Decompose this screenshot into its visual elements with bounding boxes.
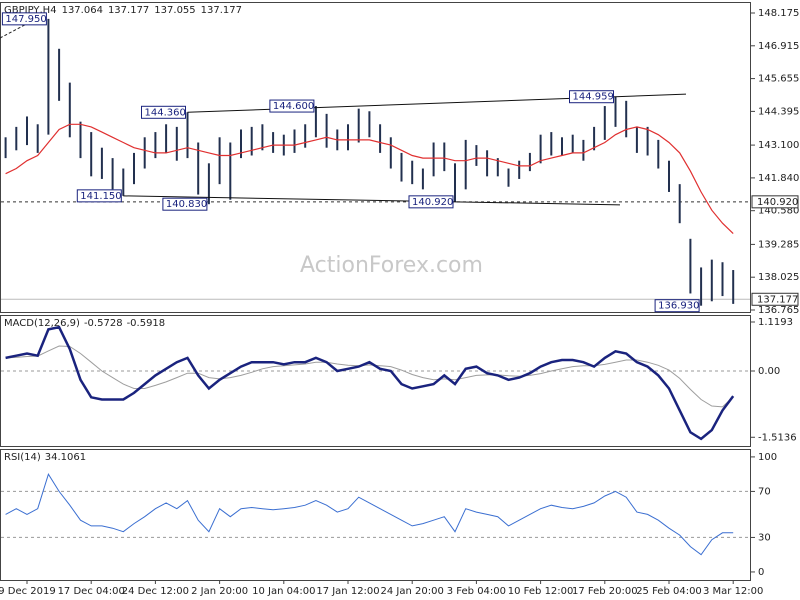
level-box <box>751 195 799 209</box>
macd-title: MACD(12,26,9) -0.5728 -0.5918 <box>4 318 165 329</box>
y-tick-label: 0.00 <box>758 366 780 377</box>
watermark: ActionForex.com <box>300 253 483 278</box>
title-value: 34.1061 <box>45 452 86 463</box>
annotation-box <box>1 12 47 26</box>
y-tick-label: 144.395 <box>758 106 799 117</box>
annotation-box <box>569 90 614 104</box>
y-tick-label: 139.285 <box>758 239 799 250</box>
y-tick-label: 148.175 <box>758 8 799 19</box>
rsi-panel <box>0 449 751 581</box>
x-tick-label: 2 Jan 20:00 <box>191 586 248 597</box>
ohlc-value: 137.177 <box>108 5 149 16</box>
last-box <box>751 292 799 306</box>
moving-average <box>5 123 734 235</box>
macd-line <box>5 325 735 441</box>
annotation-box <box>408 195 454 209</box>
y-tick-label: -1.5136 <box>758 432 797 443</box>
annotation-label: 141.150 <box>80 191 121 202</box>
annotation-box <box>76 189 122 203</box>
y-tick-label: 136.765 <box>758 305 799 316</box>
y-tick-label: 140.580 <box>758 206 799 217</box>
title: MACD(12,26,9) <box>4 318 80 329</box>
symbol: GBPJPY,H4 <box>4 5 57 16</box>
header: GBPJPY,H4 137.064 137.177 137.055 137.177 <box>4 5 242 16</box>
title-value: -0.5918 <box>127 318 166 329</box>
y-tick-label: 0 <box>758 567 764 578</box>
x-tick-label: 3 Mar 12:00 <box>703 586 763 597</box>
macd-panel <box>0 315 751 447</box>
ohlc-value: 137.177 <box>201 5 242 16</box>
y-tick-label: 146.915 <box>758 41 799 52</box>
last-label: 137.177 <box>757 294 798 305</box>
x-tick-label: 24 Dec 12:00 <box>122 586 189 597</box>
annotation-label: 144.360 <box>145 107 186 118</box>
annotation-label: 144.600 <box>273 101 314 112</box>
ohlc-value: 137.064 <box>62 5 103 16</box>
x-tick-label: 17 Dec 04:00 <box>58 586 125 597</box>
annotation-label: 140.920 <box>412 197 453 208</box>
ohlc-value: 137.055 <box>154 5 195 16</box>
rsi-title: RSI(14) 34.1061 <box>4 452 86 463</box>
trendline <box>123 195 621 206</box>
y-tick-label: 138.025 <box>758 272 799 283</box>
annotation-box <box>654 299 700 313</box>
y-tick-label: 1.1193 <box>758 317 793 328</box>
annotation-box <box>141 105 186 119</box>
title: RSI(14) <box>4 452 41 463</box>
title-value: -0.5728 <box>84 318 123 329</box>
y-tick-label: 145.655 <box>758 74 799 85</box>
y-tick-label: 141.840 <box>758 173 799 184</box>
macd-line <box>5 345 734 408</box>
annotation-box <box>269 99 315 113</box>
x-tick-label: 10 Feb 12:00 <box>508 586 574 597</box>
x-tick-label: 10 Jan 04:00 <box>252 586 315 597</box>
y-tick-label: 143.100 <box>758 140 799 151</box>
price-panel <box>0 2 751 313</box>
rsi-line <box>5 473 734 556</box>
annotation-label: 144.959 <box>573 92 614 103</box>
y-tick-label: 100 <box>758 452 777 463</box>
annotation-label: 147.950 <box>5 14 46 25</box>
y-tick-label: 30 <box>758 532 771 543</box>
y-tick-label: 70 <box>758 486 771 497</box>
x-tick-label: 9 Dec 2019 <box>0 586 56 597</box>
annotation-box <box>162 197 208 211</box>
x-tick-label: 24 Jan 20:00 <box>381 586 444 597</box>
x-tick-label: 3 Feb 04:00 <box>447 586 506 597</box>
annotation-label: 136.930 <box>658 301 699 312</box>
annotation-label: 140.830 <box>166 199 207 210</box>
level-label: 140.920 <box>757 197 798 208</box>
x-tick-label: 17 Feb 20:00 <box>572 586 638 597</box>
x-tick-label: 17 Jan 12:00 <box>316 586 379 597</box>
x-tick-label: 25 Feb 04:00 <box>636 586 702 597</box>
